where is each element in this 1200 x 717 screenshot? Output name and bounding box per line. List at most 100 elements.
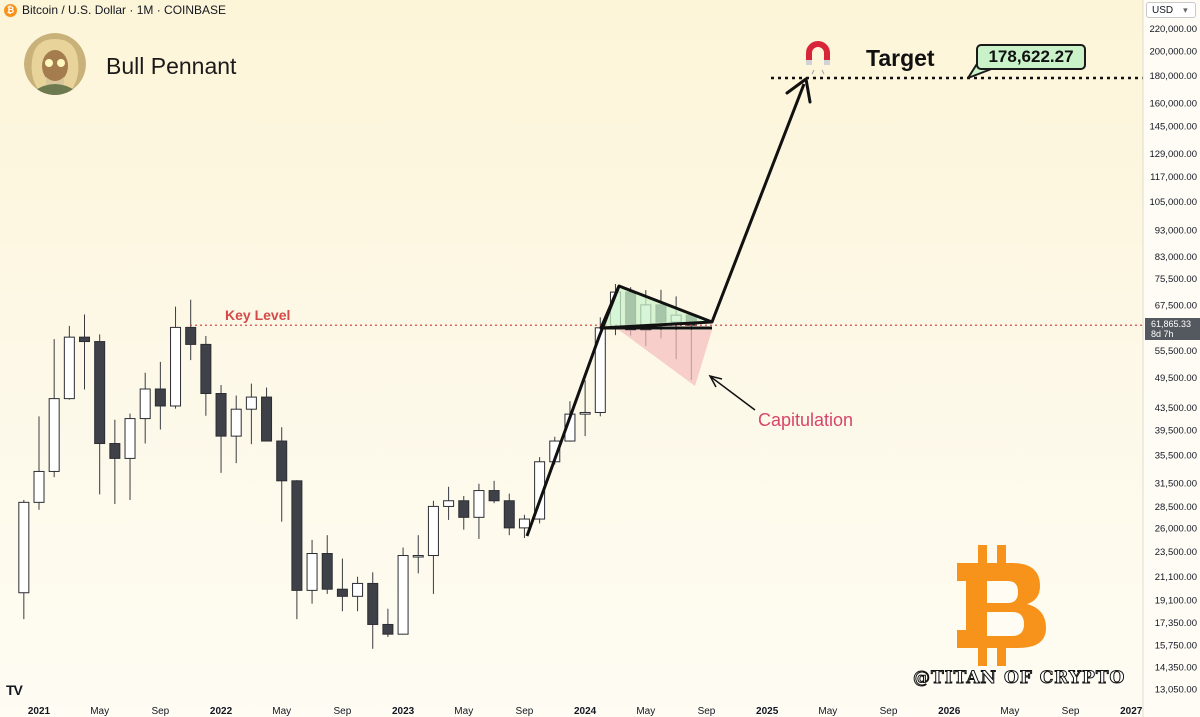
x-tick-label: Sep	[516, 706, 534, 717]
y-tick-label: 28,500.00	[1155, 502, 1197, 513]
y-tick-label: 13,050.00	[1155, 685, 1197, 696]
candle-2023-06	[473, 483, 485, 539]
y-tick-label: 23,500.00	[1155, 547, 1197, 558]
currency-label: USD	[1152, 4, 1174, 16]
candle-2021-01	[33, 416, 45, 510]
candle-2021-06	[109, 419, 121, 504]
candle-2024-01	[579, 380, 591, 437]
watermark: @TITAN OF CRYPTO	[912, 668, 1126, 689]
bitcoin-logo	[957, 545, 1046, 666]
symbol-header[interactable]: ₿ Bitcoin / U.S. Dollar · 1M · COINBASE	[4, 2, 226, 18]
candles	[18, 284, 697, 649]
tradingview-logo[interactable]: TV	[6, 682, 23, 698]
x-tick-label: Sep	[334, 706, 352, 717]
target-arrow	[710, 77, 812, 323]
x-tick-label: Sep	[1062, 706, 1080, 717]
x-tick-label: 2023	[392, 706, 415, 717]
y-tick-label: 160,000.00	[1149, 99, 1197, 110]
candle-2021-05	[94, 334, 106, 495]
candle-2022-01	[215, 385, 227, 473]
x-tick-label: 2024	[574, 706, 597, 717]
candle-2022-03	[245, 383, 257, 445]
x-tick-label: May	[1000, 706, 1019, 717]
y-tick-label: 49,500.00	[1155, 373, 1197, 384]
candle-2022-04	[261, 387, 273, 442]
candle-2022-11	[367, 572, 379, 649]
candle-2022-06	[291, 480, 303, 620]
candle-2023-07	[488, 480, 500, 504]
y-tick-label: 129,000.00	[1149, 149, 1197, 160]
capitulation-label: Capitulation	[758, 410, 854, 430]
x-tick-label: Sep	[880, 706, 898, 717]
candle-2022-05	[276, 427, 288, 522]
bar-countdown: 8d 7h	[1151, 329, 1174, 339]
y-tick-label: 19,100.00	[1155, 595, 1197, 606]
candle-2023-05	[458, 495, 470, 530]
x-tick-label: May	[818, 706, 837, 717]
pattern-title: Bull Pennant	[106, 53, 237, 79]
y-tick-label: 43,500.00	[1155, 403, 1197, 414]
candle-2023-08	[503, 493, 515, 536]
y-tick-label: 17,350.00	[1155, 618, 1197, 629]
flagpole-line	[525, 285, 621, 537]
current-price-label: 61,865.33 8d 7h	[1145, 318, 1200, 340]
y-tick-label: 180,000.00	[1149, 71, 1197, 82]
capitulation-zone	[619, 330, 712, 386]
candle-2020-12	[18, 499, 30, 620]
candle-2022-08	[321, 535, 333, 594]
y-tick-label: 26,000.00	[1155, 523, 1197, 534]
x-tick-label: 2027	[1120, 706, 1143, 717]
y-tick-label: 83,000.00	[1155, 252, 1197, 263]
bitcoin-icon: ₿	[4, 3, 17, 17]
x-tick-label: 2026	[938, 706, 961, 717]
candle-2023-04	[443, 486, 455, 520]
candle-2022-07	[306, 539, 318, 604]
x-tick-label: May	[454, 706, 473, 717]
candle-2021-03	[63, 325, 75, 400]
candle-2022-10	[352, 576, 364, 612]
candle-2023-03	[427, 500, 439, 594]
candle-2021-07	[124, 413, 136, 500]
drawings	[190, 41, 1143, 666]
candle-2023-09	[518, 514, 530, 538]
avatar	[24, 33, 86, 95]
candle-2021-10	[170, 306, 182, 409]
x-tick-label: 2022	[210, 706, 233, 717]
x-tick-label: Sep	[698, 706, 716, 717]
current-price-value: 61,865.33	[1151, 319, 1192, 329]
candle-2021-08	[139, 372, 151, 444]
y-tick-label: 145,000.00	[1149, 122, 1197, 133]
y-tick-label: 15,750.00	[1155, 641, 1197, 652]
y-tick-label: 55,500.00	[1155, 346, 1197, 357]
y-tick-label: 75,500.00	[1155, 274, 1197, 285]
magnet-icon	[806, 41, 830, 75]
currency-selector[interactable]: USD ▾	[1146, 2, 1196, 18]
candle-2021-04	[79, 314, 91, 390]
symbol-title: Bitcoin / U.S. Dollar · 1M · COINBASE	[22, 3, 227, 17]
axes: 220,000.00 200,000.00 180,000.00 160,000.00…	[28, 0, 1200, 717]
candle-2023-01	[397, 547, 409, 635]
x-tick-label: May	[636, 706, 655, 717]
target-label: Target	[866, 45, 935, 71]
y-tick-label: 220,000.00	[1149, 24, 1197, 35]
y-tick-label: 35,500.00	[1155, 451, 1197, 462]
y-tick-label: 21,100.00	[1155, 572, 1197, 583]
capitulation-arrow	[708, 374, 756, 411]
y-tick-label: 31,500.00	[1155, 479, 1197, 490]
x-tick-label: 2025	[756, 706, 779, 717]
x-tick-label: Sep	[151, 706, 169, 717]
x-tick-label: May	[272, 706, 291, 717]
key-level-label: Key Level	[225, 307, 291, 323]
x-tick-label: May	[90, 706, 109, 717]
y-tick-label: 93,000.00	[1155, 225, 1197, 236]
target-value-box: 178,622.27	[976, 44, 1086, 70]
y-tick-label: 39,500.00	[1155, 426, 1197, 437]
y-tick-label: 117,000.00	[1150, 172, 1197, 183]
y-tick-label: 14,350.00	[1155, 662, 1197, 673]
x-tick-label: 2021	[28, 706, 51, 717]
candle-2022-09	[336, 558, 348, 612]
candle-2022-12	[382, 608, 394, 638]
y-tick-label: 105,000.00	[1149, 197, 1197, 208]
candle-2021-02	[48, 339, 60, 478]
